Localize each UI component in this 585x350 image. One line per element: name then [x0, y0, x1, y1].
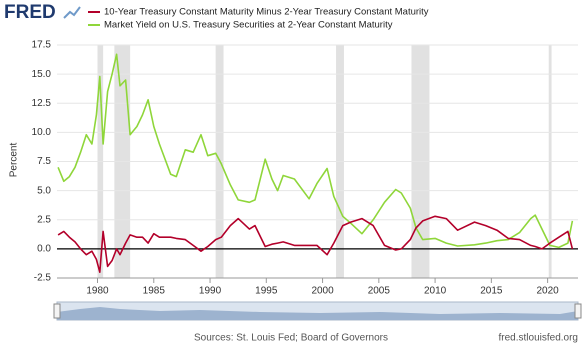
- logo: FRED: [4, 2, 56, 23]
- slider-handle-right[interactable]: [574, 303, 582, 319]
- x-tick-label: 2010: [424, 286, 447, 297]
- slider-handle-left[interactable]: [53, 303, 61, 319]
- slider-preview: [57, 307, 578, 320]
- x-tick-label: 1980: [86, 286, 109, 297]
- legend-label: 10-Year Treasury Constant Maturity Minus…: [104, 7, 429, 18]
- logo-icon: [63, 6, 81, 19]
- y-axis-label: Percent: [9, 143, 20, 178]
- range-slider[interactable]: [53, 301, 582, 321]
- series-line: [57, 53, 574, 249]
- y-tick-label: 7.5: [37, 156, 51, 167]
- x-tick-label: 2015: [480, 286, 503, 297]
- y-tick-label: 17.5: [32, 40, 52, 51]
- y-tick-label: 2.5: [37, 214, 51, 225]
- y-tick-label: -2.5: [34, 273, 52, 284]
- x-tick-label: 2020: [536, 286, 559, 297]
- y-tick-label: 10.0: [32, 127, 52, 138]
- legend-label: Market Yield on U.S. Treasury Securities…: [104, 20, 393, 31]
- y-tick-label: 0.0: [37, 244, 51, 255]
- x-tick-label: 1985: [143, 286, 166, 297]
- source-url[interactable]: fred.stlouisfed.org: [499, 333, 579, 344]
- source-note: Sources: St. Louis Fed; Board of Governo…: [194, 333, 388, 344]
- y-tick-label: 12.5: [32, 98, 52, 109]
- x-tick-label: 2005: [368, 286, 391, 297]
- y-tick-label: 5.0: [37, 185, 51, 196]
- x-tick-label: 2000: [311, 286, 334, 297]
- x-tick-label: 1990: [199, 286, 222, 297]
- y-tick-label: 15.0: [32, 69, 52, 80]
- x-tick-label: 1995: [255, 286, 278, 297]
- series-line: [57, 215, 574, 273]
